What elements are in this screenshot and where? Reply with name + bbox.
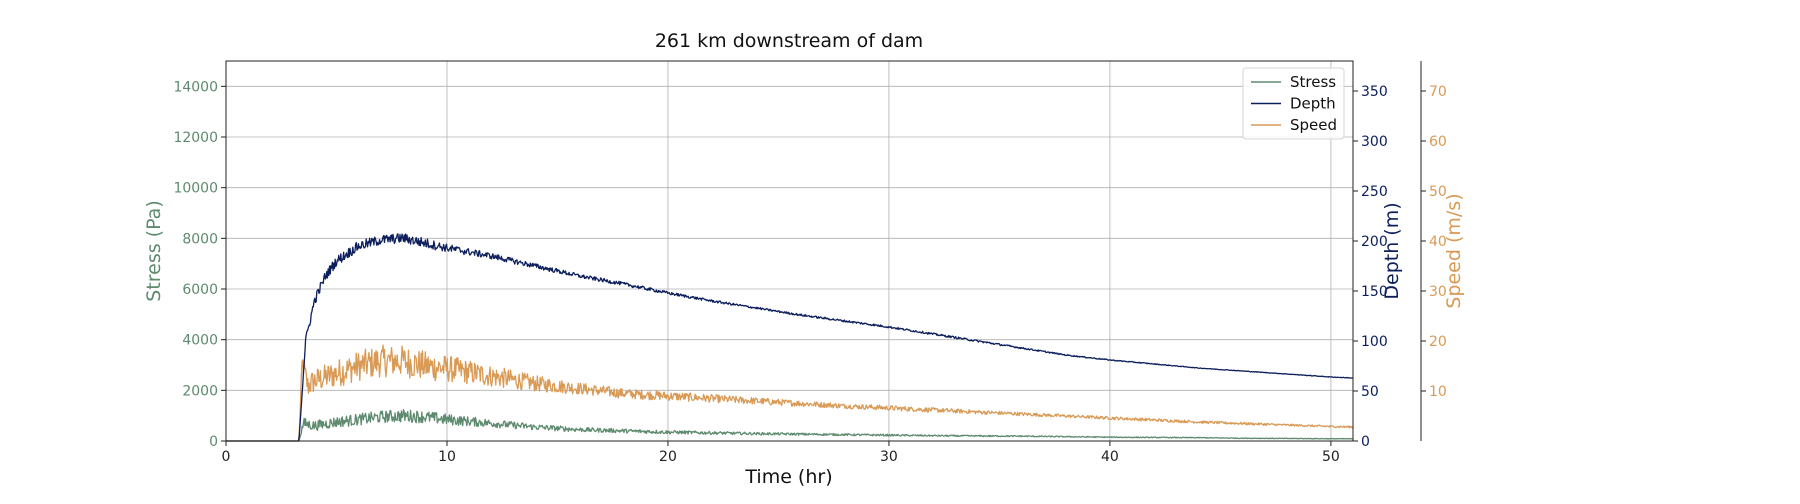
stress-y-tick-label: 6000 — [182, 282, 218, 298]
legend-label-speed: Speed — [1290, 116, 1337, 134]
depth-y-tick-label: 0 — [1361, 434, 1370, 450]
depth-y-tick-label: 350 — [1361, 84, 1388, 100]
depth-axis-title: Depth (m) — [1381, 202, 1403, 299]
plot-frame — [225, 60, 1354, 442]
depth-y-tick-label: 200 — [1361, 234, 1388, 250]
legend-label-depth: Depth — [1290, 95, 1336, 113]
depth-y-tick-label: 150 — [1361, 284, 1388, 300]
speed-axis-title: Speed (m/s) — [1443, 193, 1465, 308]
legend-label-stress: Stress — [1290, 73, 1336, 91]
chart-title: 261 km downstream of dam — [655, 30, 923, 52]
speed-y-tick-label: 70 — [1429, 84, 1447, 100]
x-axis-title: Time (hr) — [744, 466, 832, 488]
x-tick-label: 20 — [659, 449, 677, 465]
stress-y-tick-label: 8000 — [182, 231, 218, 247]
depth-y-tick-label: 300 — [1361, 134, 1388, 150]
series-lines — [226, 233, 1354, 442]
stress-y-tick-label: 12000 — [173, 130, 218, 146]
legend-box — [1242, 67, 1345, 140]
speed-series-line — [226, 344, 1354, 442]
stress-series-line — [226, 408, 1354, 442]
stress-y-tick-label: 2000 — [182, 383, 218, 399]
speed-y-tick-label: 50 — [1429, 184, 1447, 200]
x-tick-label: 0 — [222, 449, 231, 465]
x-tick-label: 50 — [1322, 449, 1340, 465]
stress-y-tick-label: 0 — [209, 434, 218, 450]
grid — [225, 61, 1353, 442]
x-tick-label: 10 — [438, 449, 456, 465]
depth-series-line — [226, 233, 1354, 442]
speed-y-tick-label: 30 — [1429, 284, 1447, 300]
x-tick-label: 30 — [880, 449, 898, 465]
stress-axis-title: Stress (Pa) — [143, 200, 165, 302]
stress-y-tick-label: 14000 — [173, 79, 218, 95]
axes: 0 10 20 30 40 5002000400060008000100001200014… — [143, 61, 1465, 465]
speed-y-tick-label: 10 — [1429, 384, 1447, 400]
stress-y-tick-label: 10000 — [173, 181, 218, 197]
stress-y-tick-label: 4000 — [182, 333, 218, 349]
depth-y-tick-label: 250 — [1361, 184, 1388, 200]
legend: Stress Depth Speed — [1242, 67, 1345, 140]
speed-y-tick-label: 60 — [1429, 134, 1447, 150]
speed-y-tick-label: 40 — [1429, 234, 1447, 250]
speed-y-tick-label: 20 — [1429, 334, 1447, 350]
depth-y-tick-label: 100 — [1361, 334, 1388, 350]
x-tick-label: 40 — [1101, 449, 1119, 465]
depth-y-tick-label: 50 — [1361, 384, 1379, 400]
